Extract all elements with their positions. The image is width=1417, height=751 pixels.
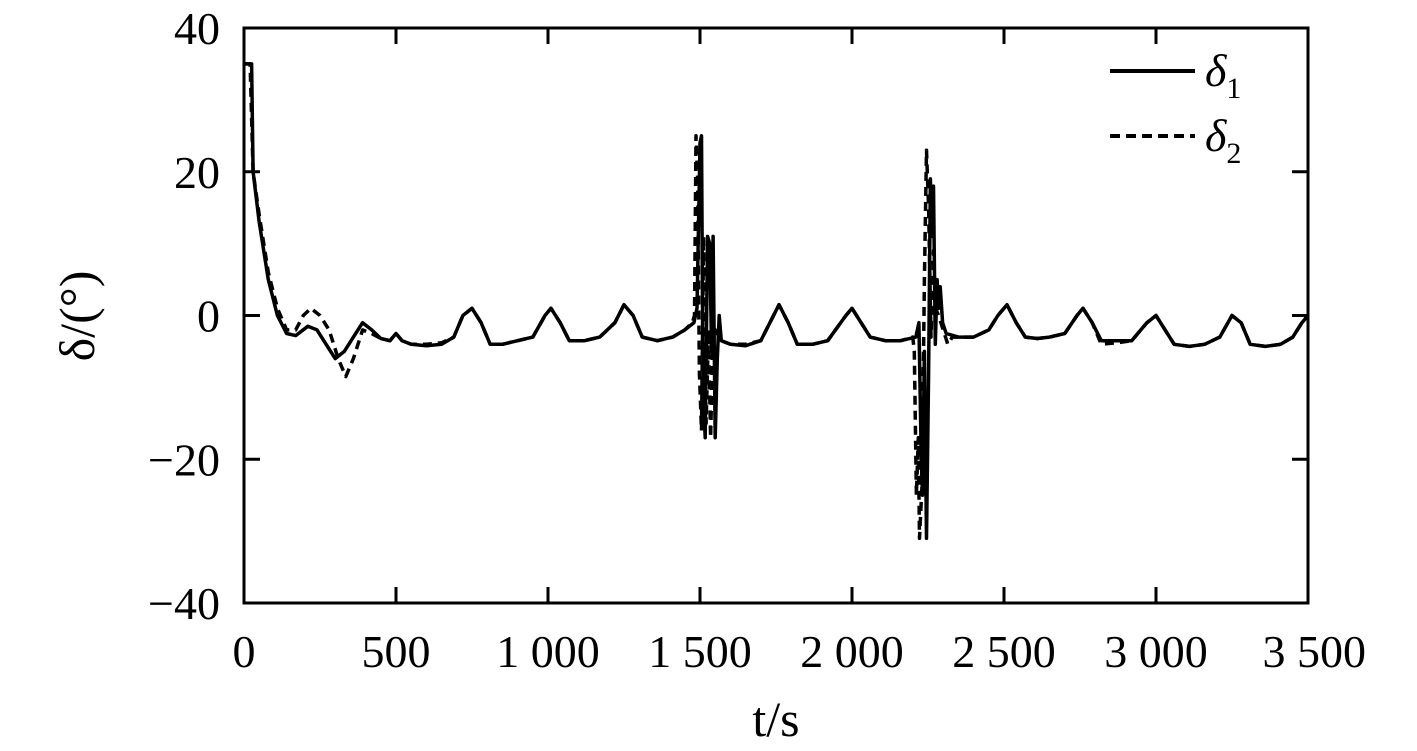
x-tick-label: 3 500	[1263, 626, 1367, 677]
legend-label-delta2: δ2	[1205, 110, 1241, 170]
x-tick-label: 1 500	[648, 626, 752, 677]
x-tick-label: 2 500	[952, 626, 1056, 677]
x-tick-label: 0	[233, 626, 256, 677]
y-tick-label: 0	[197, 291, 220, 342]
x-axis-ticks: 0 500 1 000 1 500 2 000 2 500 3 000 3 500	[233, 28, 1367, 677]
y-tick-label: 40	[174, 3, 220, 54]
y-tick-label: −40	[148, 578, 220, 629]
y-tick-label: 20	[174, 147, 220, 198]
y-axis-ticks: 40 20 0 −20 −40	[148, 3, 1308, 629]
series-line-delta2	[244, 62, 1310, 541]
legend-label-delta1: δ1	[1205, 45, 1241, 105]
y-axis-title: δ/(°)	[49, 271, 105, 362]
series-layer	[244, 62, 1310, 541]
x-tick-label: 500	[362, 626, 431, 677]
plot-frame	[242, 26, 1310, 605]
legend: δ1 δ2	[1110, 45, 1241, 170]
y-tick-label: −20	[148, 434, 220, 485]
x-tick-label: 3 000	[1104, 626, 1208, 677]
x-axis-title: t/s	[752, 691, 799, 747]
x-tick-label: 2 000	[800, 626, 904, 677]
x-tick-label: 1 000	[496, 626, 600, 677]
